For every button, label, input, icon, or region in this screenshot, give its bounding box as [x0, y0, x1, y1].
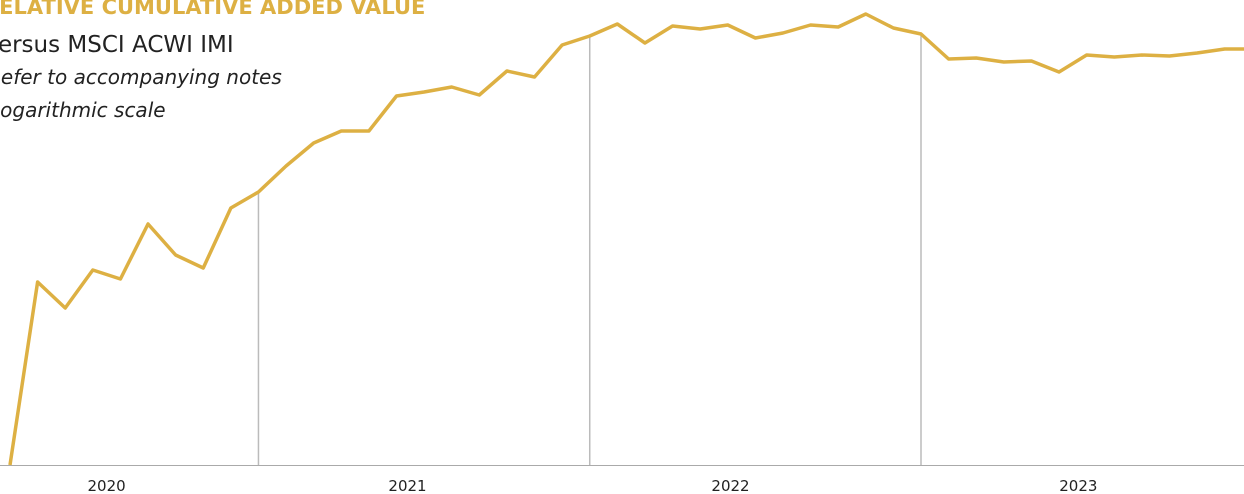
x-tick-label: 2023 — [1059, 477, 1097, 494]
note: Logarithmic scale — [0, 98, 166, 122]
chart-subtitle: Versus MSCI ACWI IMI — [0, 32, 234, 58]
x-tick-label: 2021 — [388, 477, 426, 494]
x-tick-label: 2022 — [711, 477, 749, 494]
data-line — [8, 12, 1244, 466]
note: Refer to accompanying notes — [0, 65, 282, 89]
chart-title: RELATIVE CUMULATIVE ADDED VALUE — [0, 0, 425, 19]
x-tick-label: 2020 — [88, 477, 126, 494]
